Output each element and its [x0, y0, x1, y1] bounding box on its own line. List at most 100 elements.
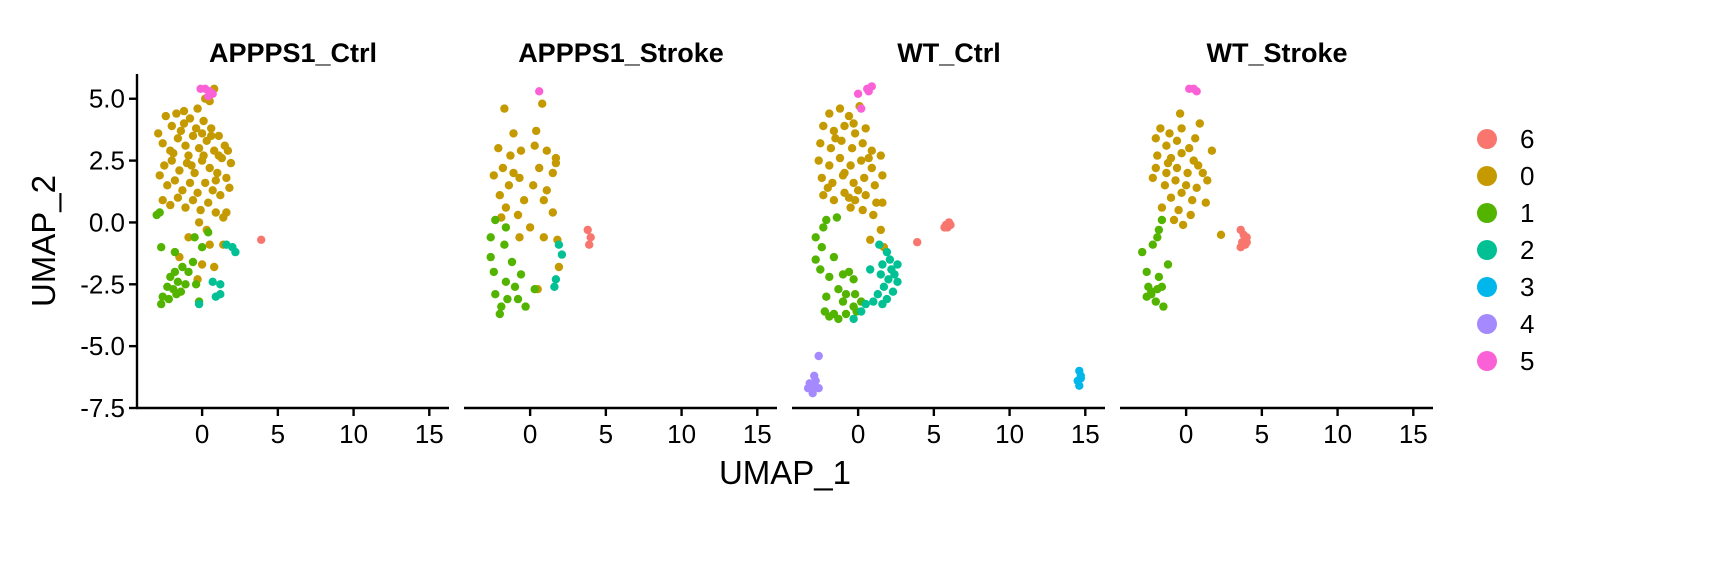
- legend-swatch: [1477, 129, 1497, 149]
- scatter-point-cluster-1: [832, 213, 842, 222]
- scatter-point-cluster-1: [489, 267, 498, 277]
- scatter-point-cluster-0: [494, 144, 503, 153]
- scatter-point-cluster-0: [166, 200, 175, 210]
- legend-label: 2: [1520, 235, 1534, 265]
- scatter-point-cluster-1: [507, 257, 517, 267]
- scatter-point-cluster-0: [542, 146, 551, 155]
- scatter-point-cluster-0: [509, 168, 518, 178]
- scatter-point-cluster-1: [501, 277, 511, 286]
- scatter-point-cluster-1: [530, 285, 539, 294]
- scatter-point-cluster-0: [205, 163, 214, 173]
- scatter-point-cluster-1: [172, 290, 181, 299]
- scatter-point-cluster-0: [207, 131, 216, 141]
- y-tick-label: 2.5: [89, 146, 125, 176]
- scatter-point-cluster-1: [157, 299, 166, 309]
- scatter-point-cluster-1: [486, 252, 495, 262]
- scatter-point-cluster-0: [211, 208, 220, 217]
- panel-title: APPPS1_Ctrl: [209, 38, 377, 68]
- scatter-point-cluster-0: [185, 114, 195, 123]
- panel-title: WT_Ctrl: [897, 38, 1001, 68]
- scatter-point-cluster-1: [500, 240, 509, 249]
- scatter-point-cluster-0: [214, 151, 223, 160]
- scatter-point-cluster-1: [811, 255, 820, 264]
- scatter-point-cluster-0: [161, 111, 170, 121]
- scatter-point-cluster-0: [869, 210, 878, 220]
- scatter-point-cluster-0: [175, 166, 184, 175]
- scatter-point-cluster-0: [817, 173, 826, 183]
- scatter-point-cluster-1: [170, 247, 180, 257]
- scatter-point-cluster-1: [166, 272, 175, 282]
- scatter-point-cluster-3: [1076, 374, 1086, 383]
- scatter-point-cluster-2: [890, 270, 899, 279]
- scatter-point-cluster-1: [178, 262, 187, 272]
- scatter-point-cluster-0: [814, 156, 823, 165]
- x-tick-label: 10: [667, 419, 696, 449]
- x-tick-label: 5: [927, 419, 941, 449]
- scatter-point-cluster-0: [193, 188, 202, 197]
- scatter-point-cluster-2: [873, 290, 882, 299]
- scatter-point-cluster-1: [1157, 215, 1167, 225]
- panel-title: APPPS1_Stroke: [518, 38, 724, 68]
- scatter-point-cluster-0: [840, 121, 849, 131]
- scatter-point-cluster-0: [1194, 161, 1203, 170]
- scatter-point-cluster-0: [1172, 163, 1182, 173]
- scatter-point-cluster-1: [822, 215, 831, 225]
- scatter-point-cluster-1: [181, 280, 190, 289]
- scatter-point-cluster-1: [844, 267, 854, 277]
- scatter-point-cluster-1: [825, 272, 834, 282]
- scatter-point-cluster-0: [529, 181, 538, 190]
- legend-label: 6: [1520, 124, 1534, 154]
- scatter-point-cluster-1: [838, 297, 848, 306]
- scatter-point-cluster-2: [861, 299, 870, 309]
- scatter-point-cluster-0: [173, 193, 183, 202]
- scatter-point-cluster-0: [1162, 168, 1171, 178]
- scatter-point-cluster-0: [1191, 134, 1200, 143]
- legend-swatch: [1477, 314, 1497, 334]
- scatter-point-cluster-0: [825, 161, 834, 170]
- scatter-point-cluster-0: [199, 151, 208, 160]
- scatter-point-cluster-0: [819, 191, 828, 200]
- scatter-point-cluster-0: [1183, 168, 1192, 178]
- scatter-point-cluster-2: [231, 247, 240, 257]
- scatter-point-cluster-1: [155, 208, 164, 217]
- scatter-point-cluster-0: [823, 183, 832, 192]
- scatter-point-cluster-1: [513, 294, 523, 304]
- scatter-point-cluster-0: [515, 173, 524, 183]
- scatter-point-cluster-0: [506, 151, 515, 160]
- scatter-point-cluster-0: [226, 158, 236, 168]
- scatter-point-cluster-0: [173, 134, 183, 143]
- scatter-point-cluster-0: [835, 153, 845, 163]
- scatter-point-cluster-0: [185, 178, 195, 188]
- scatter-point-cluster-5: [1192, 87, 1201, 96]
- scatter-point-cluster-0: [1153, 151, 1162, 160]
- scatter-point-cluster-3: [1075, 381, 1084, 390]
- scatter-point-cluster-0: [1151, 163, 1161, 173]
- scatter-point-cluster-0: [849, 178, 858, 188]
- scatter-point-cluster-0: [866, 235, 875, 244]
- scatter-point-cluster-0: [176, 126, 186, 136]
- scatter-point-cluster-0: [861, 124, 870, 133]
- scatter-point-cluster-0: [829, 126, 839, 136]
- scatter-point-cluster-0: [1160, 181, 1170, 190]
- scatter-point-cluster-1: [1163, 260, 1173, 269]
- scatter-point-cluster-1: [1154, 272, 1164, 282]
- scatter-point-cluster-0: [214, 131, 223, 141]
- scatter-point-cluster-1: [822, 292, 831, 301]
- scatter-point-cluster-0: [188, 196, 198, 205]
- scatter-point-cluster-0: [1195, 119, 1205, 128]
- scatter-point-cluster-0: [225, 183, 234, 192]
- scatter-point-cluster-1: [850, 290, 860, 299]
- scatter-point-cluster-0: [858, 205, 867, 215]
- legend-swatch: [1477, 166, 1497, 186]
- scatter-point-cluster-2: [211, 292, 220, 301]
- scatter-point-cluster-0: [1177, 124, 1186, 133]
- scatter-point-cluster-0: [155, 171, 164, 180]
- scatter-point-cluster-1: [491, 290, 500, 299]
- x-tick-label: 0: [523, 419, 537, 449]
- scatter-point-cluster-0: [1151, 134, 1161, 143]
- panel-title: WT_Stroke: [1206, 38, 1347, 68]
- scatter-point-cluster-1: [825, 312, 834, 321]
- scatter-point-cluster-0: [211, 176, 220, 185]
